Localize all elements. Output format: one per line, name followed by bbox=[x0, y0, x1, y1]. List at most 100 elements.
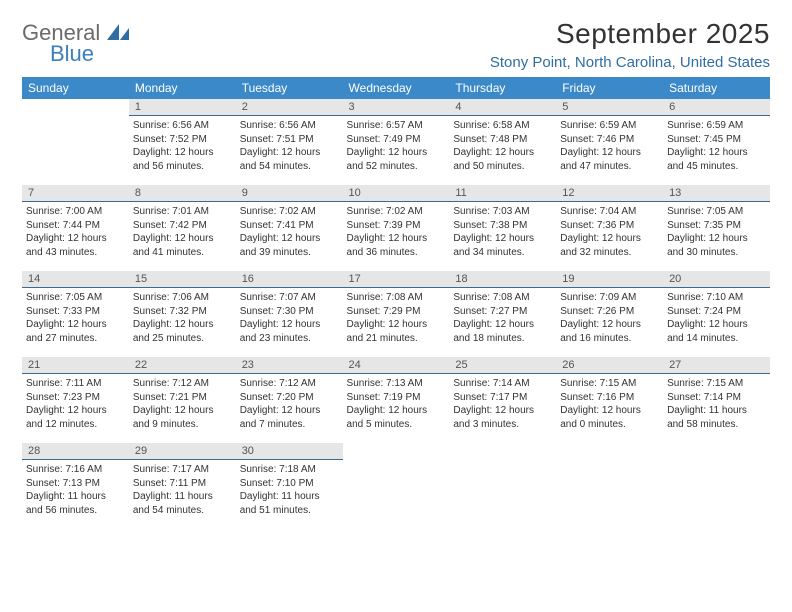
day-number: 18 bbox=[449, 271, 556, 288]
sunrise-text: Sunrise: 7:11 AM bbox=[26, 377, 125, 391]
day-number: 24 bbox=[343, 357, 450, 374]
daylight-text: Daylight: 12 hours and 23 minutes. bbox=[240, 318, 339, 345]
daylight-text: Daylight: 12 hours and 39 minutes. bbox=[240, 232, 339, 259]
calendar-day-cell: 10Sunrise: 7:02 AMSunset: 7:39 PMDayligh… bbox=[343, 185, 450, 271]
calendar-day-cell: 23Sunrise: 7:12 AMSunset: 7:20 PMDayligh… bbox=[236, 357, 343, 443]
daylight-text: Daylight: 12 hours and 18 minutes. bbox=[453, 318, 552, 345]
sunrise-text: Sunrise: 7:18 AM bbox=[240, 463, 339, 477]
sunrise-text: Sunrise: 7:07 AM bbox=[240, 291, 339, 305]
day-details: Sunrise: 6:59 AMSunset: 7:45 PMDaylight:… bbox=[663, 116, 770, 175]
calendar-day-cell: 16Sunrise: 7:07 AMSunset: 7:30 PMDayligh… bbox=[236, 271, 343, 357]
sunset-text: Sunset: 7:26 PM bbox=[560, 305, 659, 319]
day-details: Sunrise: 7:10 AMSunset: 7:24 PMDaylight:… bbox=[663, 288, 770, 347]
day-details: Sunrise: 7:17 AMSunset: 7:11 PMDaylight:… bbox=[129, 460, 236, 519]
daylight-text: Daylight: 12 hours and 52 minutes. bbox=[347, 146, 446, 173]
day-number: 12 bbox=[556, 185, 663, 202]
daylight-text: Daylight: 12 hours and 14 minutes. bbox=[667, 318, 766, 345]
daylight-text: Daylight: 12 hours and 3 minutes. bbox=[453, 404, 552, 431]
logo: General Blue bbox=[22, 22, 129, 65]
day-number: 4 bbox=[449, 99, 556, 116]
sunrise-text: Sunrise: 7:02 AM bbox=[240, 205, 339, 219]
sunrise-text: Sunrise: 6:59 AM bbox=[560, 119, 659, 133]
daylight-text: Daylight: 12 hours and 21 minutes. bbox=[347, 318, 446, 345]
calendar-day-cell: 17 Sunrise: 7:08 AMSunset: 7:29 PMDayligh… bbox=[343, 271, 450, 357]
calendar-day-cell: 19Sunrise: 7:09 AMSunset: 7:26 PMDayligh… bbox=[556, 271, 663, 357]
daylight-text: Daylight: 11 hours and 56 minutes. bbox=[26, 490, 125, 517]
sunrise-text: Sunrise: 7:15 AM bbox=[667, 377, 766, 391]
sunset-text: Sunset: 7:33 PM bbox=[26, 305, 125, 319]
day-number: 3 bbox=[343, 99, 450, 116]
calendar-day-cell bbox=[556, 443, 663, 529]
day-number: 30 bbox=[236, 443, 343, 460]
daylight-text: Daylight: 12 hours and 47 minutes. bbox=[560, 146, 659, 173]
day-number: 8 bbox=[129, 185, 236, 202]
day-number: 9 bbox=[236, 185, 343, 202]
sunset-text: Sunset: 7:38 PM bbox=[453, 219, 552, 233]
sunset-text: Sunset: 7:49 PM bbox=[347, 133, 446, 147]
sunrise-text: Sunrise: 6:56 AM bbox=[240, 119, 339, 133]
calendar-day-cell: 24Sunrise: 7:13 AMSunset: 7:19 PMDayligh… bbox=[343, 357, 450, 443]
day-details: Sunrise: 6:59 AMSunset: 7:46 PMDaylight:… bbox=[556, 116, 663, 175]
daylight-text: Daylight: 12 hours and 45 minutes. bbox=[667, 146, 766, 173]
header: General Blue September 2025 Stony Point,… bbox=[22, 18, 770, 71]
day-number: 14 bbox=[22, 271, 129, 288]
sunset-text: Sunset: 7:36 PM bbox=[560, 219, 659, 233]
calendar-day-cell: 5Sunrise: 6:59 AMSunset: 7:46 PMDaylight… bbox=[556, 99, 663, 185]
location-text: Stony Point, North Carolina, United Stat… bbox=[490, 54, 770, 71]
sunset-text: Sunset: 7:16 PM bbox=[560, 391, 659, 405]
daylight-text: Daylight: 12 hours and 50 minutes. bbox=[453, 146, 552, 173]
daylight-text: Daylight: 12 hours and 34 minutes. bbox=[453, 232, 552, 259]
calendar-head: SundayMondayTuesdayWednesdayThursdayFrid… bbox=[22, 77, 770, 99]
calendar-day-cell bbox=[449, 443, 556, 529]
daylight-text: Daylight: 12 hours and 27 minutes. bbox=[26, 318, 125, 345]
day-number: 13 bbox=[663, 185, 770, 202]
weekday-header: Tuesday bbox=[236, 77, 343, 99]
day-number: 20 bbox=[663, 271, 770, 288]
sunset-text: Sunset: 7:35 PM bbox=[667, 219, 766, 233]
day-details: Sunrise: 7:01 AMSunset: 7:42 PMDaylight:… bbox=[129, 202, 236, 261]
day-details: Sunrise: 7:05 AMSunset: 7:35 PMDaylight:… bbox=[663, 202, 770, 261]
day-number: 6 bbox=[663, 99, 770, 116]
weekday-row: SundayMondayTuesdayWednesdayThursdayFrid… bbox=[22, 77, 770, 99]
calendar-day-cell: 4Sunrise: 6:58 AMSunset: 7:48 PMDaylight… bbox=[449, 99, 556, 185]
daylight-text: Daylight: 12 hours and 9 minutes. bbox=[133, 404, 232, 431]
daylight-text: Daylight: 11 hours and 51 minutes. bbox=[240, 490, 339, 517]
day-number: 21 bbox=[22, 357, 129, 374]
calendar-day-cell: 22Sunrise: 7:12 AMSunset: 7:21 PMDayligh… bbox=[129, 357, 236, 443]
day-number: 10 bbox=[343, 185, 450, 202]
sunrise-text: Sunrise: 7:14 AM bbox=[453, 377, 552, 391]
weekday-header: Monday bbox=[129, 77, 236, 99]
calendar-day-cell: 15Sunrise: 7:06 AMSunset: 7:32 PMDayligh… bbox=[129, 271, 236, 357]
calendar-day-cell: 14 Sunrise: 7:05 AMSunset: 7:33 PMDayligh… bbox=[22, 271, 129, 357]
day-details: Sunrise: 7:16 AMSunset: 7:13 PMDaylight:… bbox=[22, 460, 129, 519]
sunrise-text: Sunrise: 7:08 AM bbox=[453, 291, 552, 305]
logo-text-block: General Blue bbox=[22, 22, 129, 65]
calendar-day-cell: 3Sunrise: 6:57 AMSunset: 7:49 PMDaylight… bbox=[343, 99, 450, 185]
day-details: Sunrise: 6:57 AMSunset: 7:49 PMDaylight:… bbox=[343, 116, 450, 175]
logo-word-blue: Blue bbox=[50, 43, 129, 65]
day-details: Sunrise: 7:15 AMSunset: 7:14 PMDaylight:… bbox=[663, 374, 770, 433]
day-details: Sunrise: 7:04 AMSunset: 7:36 PMDaylight:… bbox=[556, 202, 663, 261]
day-details: Sunrise: 7:07 AMSunset: 7:30 PMDaylight:… bbox=[236, 288, 343, 347]
sunset-text: Sunset: 7:14 PM bbox=[667, 391, 766, 405]
day-number: 28 bbox=[22, 443, 129, 460]
daylight-text: Daylight: 12 hours and 16 minutes. bbox=[560, 318, 659, 345]
sunrise-text: Sunrise: 7:05 AM bbox=[26, 291, 125, 305]
sunrise-text: Sunrise: 7:13 AM bbox=[347, 377, 446, 391]
day-details: Sunrise: 7:02 AMSunset: 7:39 PMDaylight:… bbox=[343, 202, 450, 261]
calendar-week-row: 7Sunrise: 7:00 AMSunset: 7:44 PMDaylight… bbox=[22, 185, 770, 271]
weekday-header: Thursday bbox=[449, 77, 556, 99]
day-details: Sunrise: 6:56 AMSunset: 7:51 PMDaylight:… bbox=[236, 116, 343, 175]
daylight-text: Daylight: 12 hours and 36 minutes. bbox=[347, 232, 446, 259]
day-number: 17 bbox=[343, 271, 450, 288]
weekday-header: Wednesday bbox=[343, 77, 450, 99]
sunrise-text: Sunrise: 7:08 AM bbox=[347, 291, 446, 305]
day-number: 15 bbox=[129, 271, 236, 288]
month-title: September 2025 bbox=[490, 18, 770, 50]
sunset-text: Sunset: 7:29 PM bbox=[347, 305, 446, 319]
calendar-day-cell: 12Sunrise: 7:04 AMSunset: 7:36 PMDayligh… bbox=[556, 185, 663, 271]
day-details: Sunrise: 7:12 AMSunset: 7:21 PMDaylight:… bbox=[129, 374, 236, 433]
sunset-text: Sunset: 7:46 PM bbox=[560, 133, 659, 147]
sunset-text: Sunset: 7:10 PM bbox=[240, 477, 339, 491]
daylight-text: Daylight: 11 hours and 58 minutes. bbox=[667, 404, 766, 431]
